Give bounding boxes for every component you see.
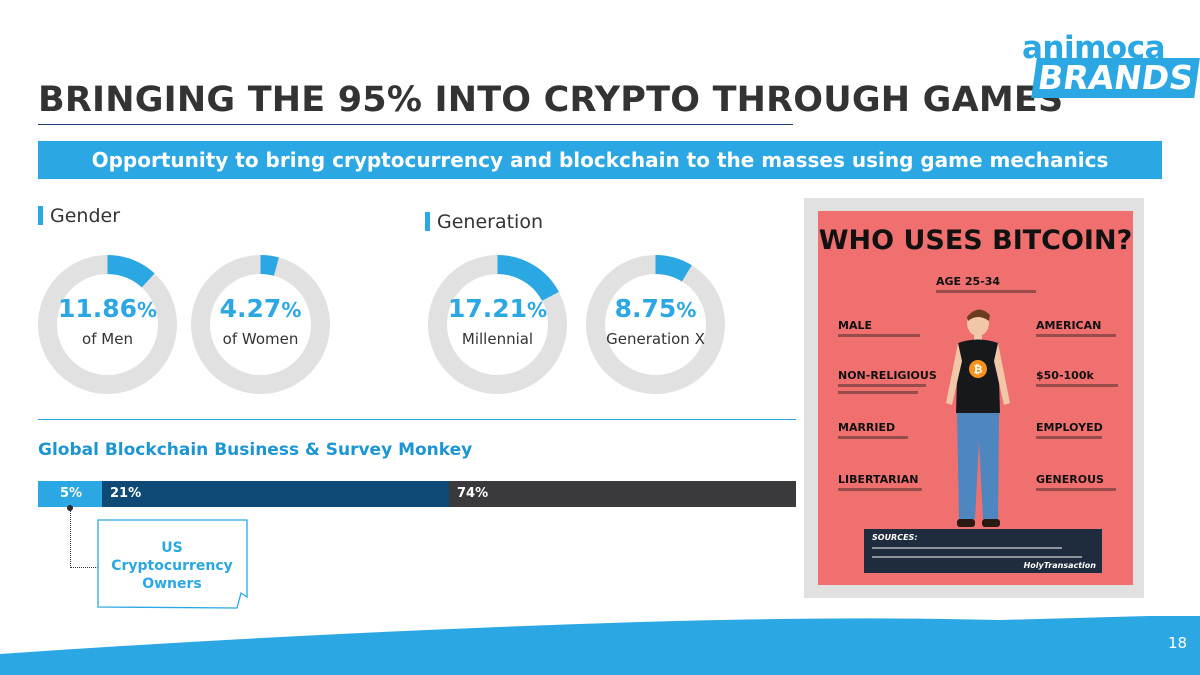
slide-title: BRINGING THE 95% INTO CRYPTO THROUGH GAM…	[38, 80, 1064, 120]
gender-section-label: Gender	[38, 205, 120, 227]
svg-text:₿: ₿	[974, 363, 983, 376]
donut-arc-generation-x	[586, 255, 725, 394]
infographic-item-non-religious: NON-RELIGIOUS	[838, 369, 937, 382]
infographic-fineprint	[1036, 334, 1116, 337]
donut-caption-generation-x: Generation X	[606, 330, 705, 348]
donut-arc-women	[191, 255, 330, 394]
stacked-percentage-bar: 5% 21% 74%	[38, 481, 796, 507]
infographic-item-american: AMERICAN	[1036, 319, 1102, 332]
donut-men: 11.86% of Men	[35, 252, 180, 397]
infographic-fineprint	[838, 391, 918, 394]
callout-shape	[97, 519, 248, 609]
donut-chart-generation-x	[586, 255, 725, 394]
callout-connector-line	[70, 510, 98, 568]
infographic-item-married: MARRIED	[838, 421, 896, 434]
bar-segment-5: 5%	[38, 481, 102, 507]
title-underline	[38, 124, 793, 125]
donut-generation-x: 8.75% Generation X	[583, 252, 728, 397]
bar-segment-74: 74%	[449, 481, 796, 507]
donut-caption-men: of Men	[82, 330, 133, 348]
donut-track	[38, 255, 177, 394]
donut-value-men: 11.86%	[35, 294, 180, 323]
source-line	[872, 547, 1062, 549]
infographic-item-generous: GENEROUS	[1036, 473, 1104, 486]
percent-sign: %	[137, 298, 158, 322]
infographic-item-employed: EMPLOYED	[1036, 421, 1103, 434]
infographic-fineprint	[838, 436, 908, 439]
infographic-fineprint	[838, 334, 920, 337]
section-marker	[425, 212, 430, 231]
bar-segment-21: 21%	[102, 481, 449, 507]
donut-value-millennial: 17.21%	[425, 294, 570, 323]
generation-section-label: Generation	[425, 211, 543, 233]
generation-label-text: Generation	[437, 211, 543, 233]
callout-line-1: US	[161, 540, 183, 556]
genx-percent-value: 8.75	[614, 294, 677, 323]
infographic-item-income: $50-100k	[1036, 369, 1094, 382]
source-line	[872, 556, 1082, 558]
donut-caption-women: of Women	[222, 330, 299, 348]
callout-outline	[97, 519, 248, 609]
who-uses-bitcoin-infographic: WHO USES BITCOIN? AGE 25-34 MALE NON-REL…	[818, 211, 1133, 585]
page-number: 18	[1168, 634, 1188, 652]
footer-wave	[0, 616, 1200, 675]
donut-value-women: 4.27%	[188, 294, 333, 323]
infographic-fineprint	[1036, 488, 1116, 491]
infographic-fineprint	[838, 488, 922, 491]
infographic-item-male: MALE	[838, 319, 872, 332]
millennial-percent-value: 17.21	[447, 294, 528, 323]
donut-chart-men	[38, 255, 177, 394]
infographic-fineprint	[1036, 384, 1118, 387]
infographic-item-libertarian: LIBERTARIAN	[838, 473, 919, 486]
women-percent-value: 4.27	[219, 294, 282, 323]
donut-millennial: 17.21% Millennial	[425, 252, 570, 397]
infographic-age: AGE 25-34	[936, 275, 1001, 288]
section-divider	[38, 419, 796, 420]
donut-value-generation-x: 8.75%	[583, 294, 728, 323]
donut-women: 4.27% of Women	[188, 252, 333, 397]
callout-text: US Cryptocurrency Owners	[97, 539, 247, 593]
donut-arc-millennial	[428, 255, 567, 394]
donut-chart-women	[191, 255, 330, 394]
donut-track	[191, 255, 330, 394]
sources-heading: SOURCES:	[872, 533, 918, 542]
us-crypto-owners-callout: US Cryptocurrency Owners	[97, 519, 249, 609]
animoca-brands-logo: animoca BRANDS	[1022, 30, 1200, 120]
infographic-fineprint	[936, 290, 1036, 293]
donut-caption-millennial: Millennial	[461, 330, 534, 348]
callout-line-2: Cryptocurrency	[111, 558, 233, 574]
gender-label-text: Gender	[50, 205, 121, 227]
men-percent-value: 11.86	[57, 294, 138, 323]
donut-track	[586, 255, 725, 394]
section-marker	[38, 206, 43, 225]
callout-marker-dot	[67, 505, 73, 511]
percent-sign: %	[281, 298, 302, 322]
callout-line-3: Owners	[142, 576, 202, 592]
percent-sign: %	[676, 298, 697, 322]
subtitle-banner: Opportunity to bring cryptocurrency and …	[38, 141, 1162, 179]
donut-arc-men	[38, 255, 177, 394]
donut-chart-millennial	[428, 255, 567, 394]
percent-sign: %	[527, 298, 548, 322]
holytransaction-brand: HolyTransaction	[1023, 561, 1096, 570]
infographic-fineprint	[1036, 436, 1102, 439]
infographic-sources-box: SOURCES: HolyTransaction	[864, 529, 1102, 573]
logo-text-brands: BRANDS	[1031, 58, 1200, 98]
footer-wave-shape	[0, 616, 1200, 675]
infographic-fineprint	[838, 384, 926, 387]
person-illustration: ₿	[946, 309, 1010, 527]
infographic-heading: WHO USES BITCOIN?	[818, 225, 1133, 256]
survey-source-title: Global Blockchain Business & Survey Monk…	[38, 440, 473, 460]
